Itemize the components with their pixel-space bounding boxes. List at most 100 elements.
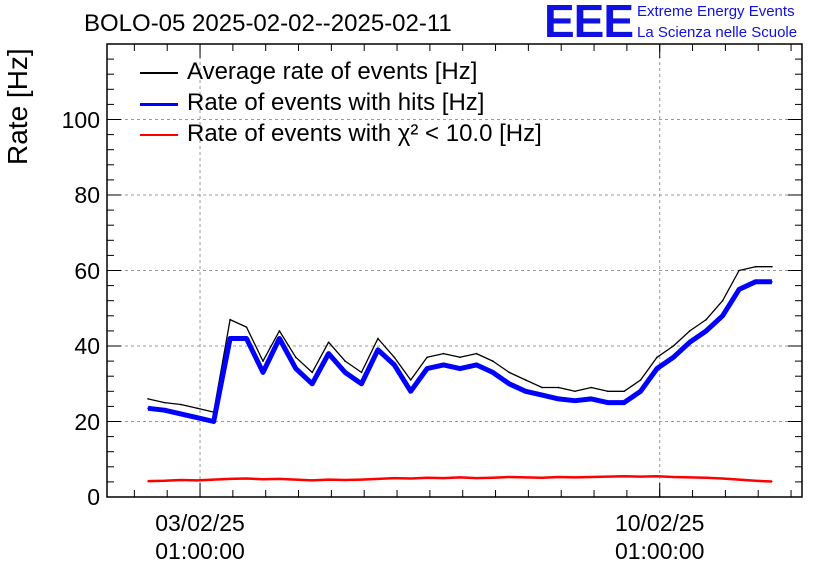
plot-frame <box>106 43 803 498</box>
series-average-point <box>689 330 691 332</box>
eee-logo-mark: EEE <box>544 0 634 47</box>
x-tick-time: 01:00:00 <box>155 538 245 564</box>
series-hits-point <box>344 371 346 374</box>
series-average-point <box>672 345 675 347</box>
series-hits-point <box>409 390 412 393</box>
series-hits-point <box>771 281 773 283</box>
series-average-point <box>360 371 363 374</box>
series-hits-point <box>475 364 478 366</box>
series-average-point <box>524 379 527 381</box>
series-chi2-point <box>771 480 773 483</box>
series-chi2-point <box>721 477 724 480</box>
series-hits-point <box>656 367 658 370</box>
x-tick-date: 03/02/25 <box>155 510 245 536</box>
series-chi2-point <box>229 478 231 480</box>
series-hits-point <box>459 367 461 370</box>
series-hits-point <box>721 315 724 317</box>
series-average-point <box>590 386 593 389</box>
series-hits-point <box>492 371 494 374</box>
series-hits-point <box>311 382 314 385</box>
series-average-point <box>180 403 182 406</box>
legend-label-hits: Rate of events with hits [Hz] <box>187 89 485 116</box>
series-chi2-point <box>459 476 461 479</box>
x-tick-time: 01:00:00 <box>614 538 705 564</box>
series-chi2-point <box>590 476 593 478</box>
series-chi2-point <box>344 479 346 481</box>
series-hits-point <box>623 401 625 404</box>
series-chi2-point <box>754 479 757 482</box>
legend-swatch-average <box>140 72 178 74</box>
series-chi2-point <box>180 479 182 481</box>
series-average-point <box>245 326 248 328</box>
series-average-point <box>442 352 445 355</box>
series-average-point <box>738 269 740 272</box>
series-chi2-point <box>163 479 166 482</box>
series-average-point <box>409 379 412 381</box>
series-average-point <box>426 356 428 359</box>
series-hits-point <box>180 413 182 415</box>
series-chi2-point <box>475 477 478 479</box>
series-hits-point <box>212 420 215 423</box>
x-tick-label-0: 03/02/25 01:00:00 <box>130 509 270 565</box>
series-chi2-point <box>524 476 527 479</box>
series-average-point <box>574 390 576 393</box>
series-hits-line <box>147 279 772 424</box>
series-hits-point <box>294 367 297 370</box>
series-average-point <box>393 356 396 359</box>
chart-title: BOLO-05 2025-02-02--2025-02-11 <box>84 10 452 37</box>
series-chi2-point <box>212 478 215 481</box>
series-chi2-point <box>262 478 264 481</box>
series-hits-point <box>590 398 593 400</box>
series-chi2-point <box>196 479 199 482</box>
series-chi2-point <box>245 477 248 480</box>
series-hits-point <box>442 364 445 366</box>
series-hits-point <box>508 382 511 385</box>
series-chi2-point <box>278 478 281 480</box>
series-average-point <box>656 356 658 359</box>
series-chi2-point <box>492 476 494 479</box>
series-average-point <box>639 379 642 381</box>
series-hits-point <box>147 407 149 410</box>
series-average-point <box>475 352 478 355</box>
series-average-point <box>623 390 625 393</box>
y-tick-label-80: 80 <box>74 182 100 208</box>
y-axis-label: Rate [Hz] <box>2 48 33 165</box>
series-average-point <box>163 401 166 404</box>
series-hits-point <box>754 281 757 283</box>
y-tick-label-20: 20 <box>74 408 100 435</box>
series-chi2-point <box>360 478 363 481</box>
series-hits-point <box>360 382 363 385</box>
series-average-point <box>508 371 511 374</box>
series-hits-point <box>245 337 248 340</box>
series-hits-point <box>524 390 527 393</box>
series-chi2-point <box>574 476 576 479</box>
series-chi2-point <box>656 475 658 478</box>
eee-logo-line2: La Scienza nelle Scuole <box>637 24 798 41</box>
y-tick-label-60: 60 <box>74 257 100 284</box>
series-average-point <box>377 337 379 340</box>
series-chi2-point <box>327 478 330 481</box>
series-chi2-point <box>689 476 691 479</box>
series-average-point <box>721 299 724 302</box>
series-average-point <box>229 318 231 321</box>
series-chi2-point <box>705 476 708 479</box>
x-tick-label-1: 10/02/25 01:00:00 <box>590 509 730 565</box>
x-tick-date: 10/02/25 <box>614 510 705 536</box>
series-chi2-point <box>639 475 642 478</box>
series-average-point <box>459 356 461 359</box>
series-chi2-point <box>623 475 625 478</box>
series-hits-point <box>689 341 691 344</box>
legend-swatch-chi2 <box>140 134 178 136</box>
y-tick-label-40: 40 <box>74 333 100 359</box>
series-hits-point <box>163 409 166 411</box>
series-average-point <box>278 330 281 332</box>
series-chi2-point <box>409 477 412 480</box>
series-average-point <box>147 398 149 400</box>
series-hits-point <box>196 416 199 419</box>
series-chi2-point <box>377 478 379 480</box>
series-chi2-point <box>508 476 511 478</box>
series-average-point <box>311 371 314 374</box>
series-hits-point <box>541 394 543 396</box>
y-tick-label-0: 0 <box>87 484 100 510</box>
